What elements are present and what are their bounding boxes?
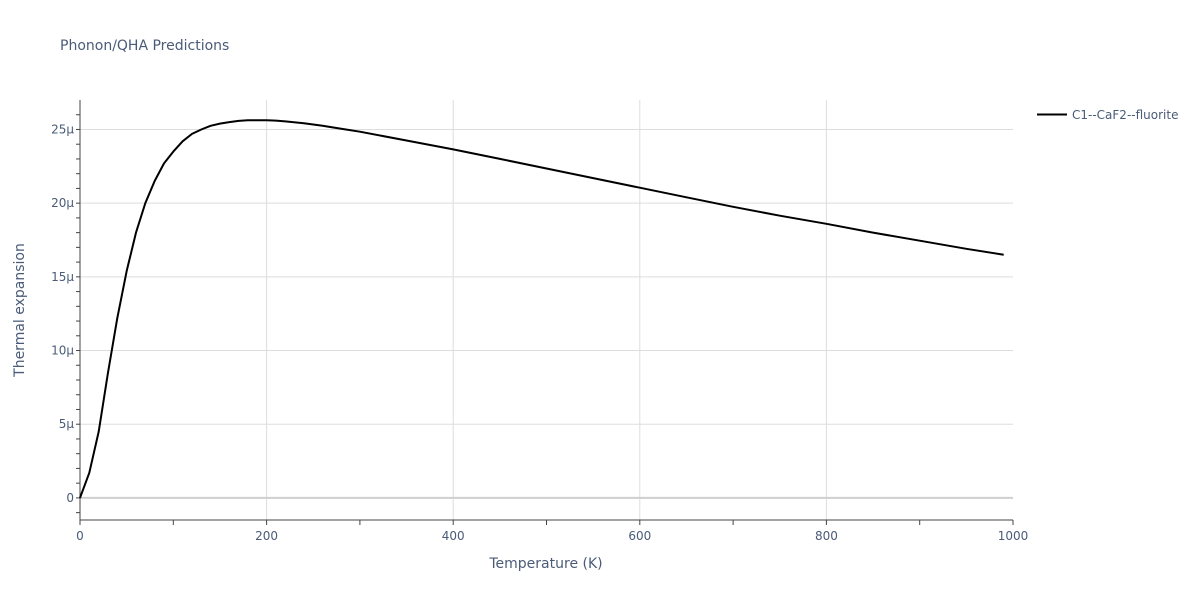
series-layer	[79, 119, 1004, 499]
y-axis-title: Thermal expansion	[12, 243, 28, 378]
y-tick-label: 0	[66, 491, 74, 505]
y-tick-label: 10μ	[51, 344, 74, 358]
legend[interactable]: C1--CaF2--fluorite	[1037, 108, 1178, 122]
x-tick-label: 400	[442, 529, 465, 543]
series-line[interactable]	[79, 119, 1004, 499]
x-tick-label: 600	[628, 529, 651, 543]
y-tick-label: 20μ	[51, 196, 74, 210]
y-axis: 0 5μ 10μ 15μ 20μ 25μ	[51, 100, 81, 520]
x-tick-label: 0	[76, 529, 84, 543]
chart-title: Phonon/QHA Predictions	[60, 38, 229, 54]
y-tick-label: 5μ	[59, 417, 75, 431]
grid	[80, 100, 1013, 520]
x-axis-title: Temperature (K)	[488, 556, 602, 572]
x-tick-label: 800	[815, 529, 838, 543]
x-axis: 0 200 400 600 800 1000	[76, 519, 1029, 543]
y-tick-label: 25μ	[51, 122, 74, 136]
legend-label: C1--CaF2--fluorite	[1072, 108, 1178, 122]
x-tick-label: 1000	[998, 529, 1029, 543]
y-tick-label: 15μ	[51, 270, 74, 284]
x-tick-label: 200	[255, 529, 278, 543]
